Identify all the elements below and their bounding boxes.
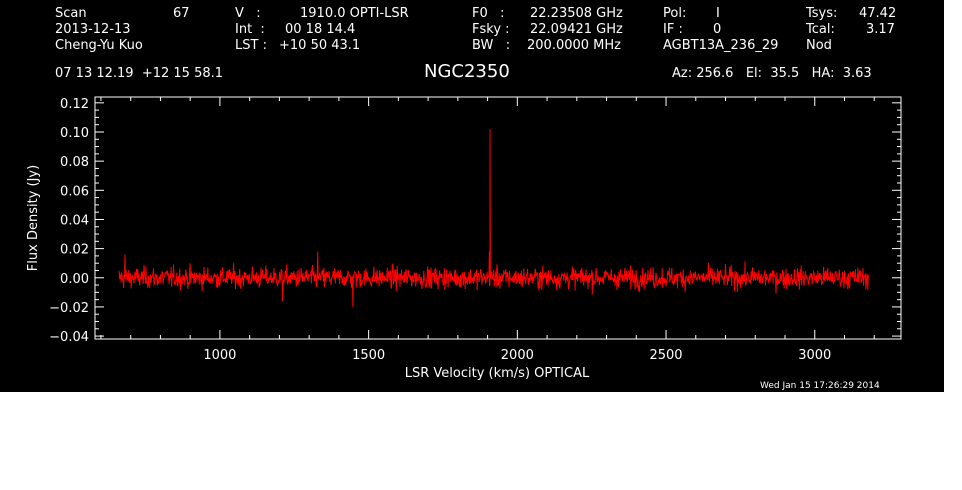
velocity-value: 1910.0 OPTI-LSR xyxy=(300,6,409,21)
integration-value: 00 18 14.4 xyxy=(285,22,356,37)
y-tick-label: 0.12 xyxy=(60,97,89,112)
tsys-value: 47.42 xyxy=(859,6,897,21)
y-tick-label: −0.04 xyxy=(49,330,89,345)
rest-freq-label: F0 : xyxy=(472,6,505,21)
y-tick-label: 0.08 xyxy=(60,155,89,170)
tsys-label: Tsys: xyxy=(806,6,838,21)
x-axis-label: LSR Velocity (km/s) OPTICAL xyxy=(405,366,590,381)
y-tick-label: 0.06 xyxy=(60,184,89,199)
lst-value: +10 50 43.1 xyxy=(279,38,361,53)
procedure-name: Nod xyxy=(806,38,832,53)
spectrum-plot: 1000 1500 2000 2500 3000 −0.04 −0.02 0.00 0.02 0.… xyxy=(26,96,902,381)
source-coordinates: 07 13 12.19 +12 15 58.1 xyxy=(55,66,224,81)
pol-value: I xyxy=(716,6,720,21)
tcal-label: Tcal: xyxy=(806,22,835,37)
y-tick-label: 0.00 xyxy=(60,272,89,287)
y-tick-label: 0.04 xyxy=(60,213,89,228)
sky-freq-value: 22.09421 GHz xyxy=(530,22,623,37)
x-tick-label: 1000 xyxy=(203,348,236,363)
bandwidth-value: 200.0000 MHz xyxy=(527,38,621,53)
project-id: AGBT13A_236_29 xyxy=(663,38,779,53)
x-tick-label: 3000 xyxy=(798,348,831,363)
sky-freq-label: Fsky : xyxy=(472,22,510,37)
x-tick-label: 1500 xyxy=(352,348,385,363)
plot-frame xyxy=(94,96,902,340)
y-tick-label: 0.02 xyxy=(60,243,89,258)
y-axis-label: Flux Density (Jy) xyxy=(26,165,41,271)
lst-label: LST : xyxy=(235,38,272,53)
tcal-value: 3.17 xyxy=(866,22,895,37)
chart-title: NGC2350 xyxy=(424,61,510,82)
integration-label: Int : xyxy=(235,22,265,37)
spectrum-line xyxy=(118,129,869,307)
velocity-label: V : xyxy=(235,6,261,21)
plot-timestamp: Wed Jan 15 17:26:29 2014 xyxy=(760,381,880,391)
scan-value: 67 xyxy=(173,6,190,21)
observation-date: 2013-12-13 xyxy=(55,22,131,37)
az-el-ha: Az: 256.6 El: 35.5 HA: 3.63 xyxy=(672,66,872,81)
x-tick-label: 2500 xyxy=(649,348,682,363)
x-tick-label: 2000 xyxy=(501,348,534,363)
if-value: 0 xyxy=(713,22,722,37)
y-tick-label: −0.02 xyxy=(49,301,89,316)
observer-name: Cheng-Yu Kuo xyxy=(55,38,143,53)
pol-label: Pol: xyxy=(663,6,687,21)
scan-label: Scan xyxy=(55,6,87,21)
bandwidth-label: BW : xyxy=(472,38,511,53)
plot-panel: Scan 67 2013-12-13 Cheng-Yu Kuo V : 1910… xyxy=(0,0,944,392)
if-label: IF : xyxy=(663,22,683,37)
y-tick-label: 0.10 xyxy=(60,126,89,141)
rest-freq-value: 22.23508 GHz xyxy=(530,6,623,21)
